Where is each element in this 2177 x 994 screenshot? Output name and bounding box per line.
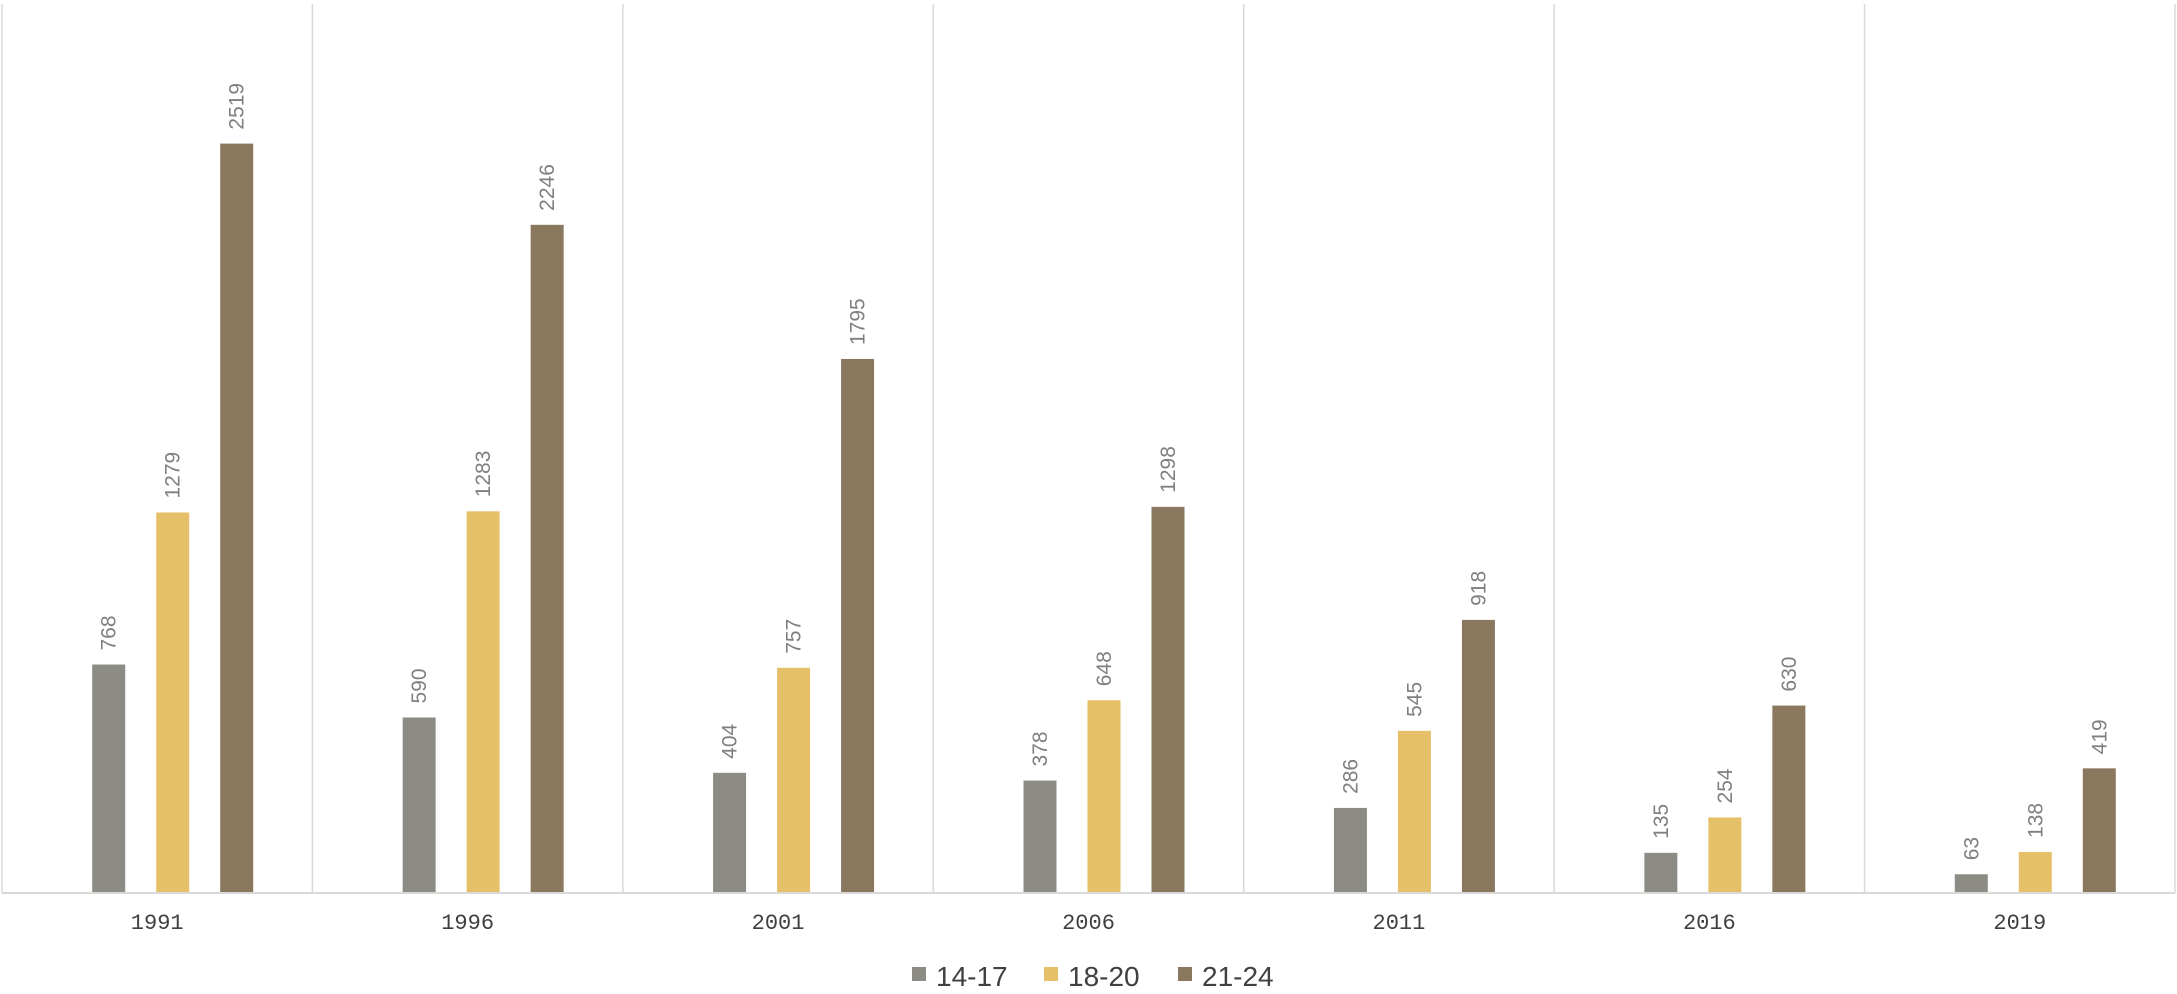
legend-label: 14-17 (936, 961, 1008, 992)
data-label: 648 (1093, 651, 1116, 686)
x-tick-label: 1996 (441, 911, 494, 936)
bar (1023, 780, 1057, 893)
bar (1397, 730, 1431, 893)
bar (1333, 807, 1367, 893)
data-label: 1298 (1157, 446, 1180, 493)
data-label: 1279 (162, 452, 185, 499)
category-separators (1, 4, 2176, 893)
x-tick-label: 2016 (1683, 911, 1736, 936)
legend-swatch (1044, 967, 1058, 981)
data-label: 135 (1650, 804, 1673, 839)
bar-series-group (92, 143, 2116, 893)
data-label: 2519 (226, 83, 249, 130)
data-label: 630 (1778, 657, 1801, 692)
data-label: 545 (1403, 682, 1426, 717)
data-label: 404 (719, 723, 742, 758)
legend-label: 18-20 (1068, 961, 1140, 992)
data-label: 254 (1714, 768, 1737, 803)
x-tick-label: 1991 (131, 911, 184, 936)
data-label: 378 (1029, 731, 1052, 766)
data-label: 1283 (472, 451, 495, 498)
data-label: 590 (408, 668, 431, 703)
bar (1087, 700, 1121, 893)
bar (1461, 619, 1495, 893)
bar (1708, 817, 1742, 893)
x-tick-labels: 1991 1996 2001 2006 2011 2016 2019 (131, 911, 2046, 936)
data-label: 419 (2088, 719, 2111, 754)
bar (92, 664, 126, 893)
legend-swatch (912, 967, 926, 981)
data-label: 757 (783, 619, 806, 654)
bar (1772, 705, 1806, 893)
data-label: 63 (1960, 837, 1983, 860)
data-label: 918 (1467, 571, 1490, 606)
data-label: 768 (98, 615, 121, 650)
bar (1954, 874, 1988, 893)
bar (1644, 852, 1678, 893)
bar (530, 224, 564, 893)
legend: 14-17 18-20 21-24 (912, 961, 1274, 992)
bar (220, 143, 254, 893)
bar (777, 667, 811, 893)
legend-swatch (1178, 967, 1192, 981)
data-labels-group: 768 590 404 378 286 135 63 1279 1283 757 648 545 254… (98, 83, 2112, 860)
x-tick-label: 2001 (752, 911, 805, 936)
bar (2082, 768, 2116, 893)
bar (466, 511, 500, 893)
bar (2018, 851, 2052, 893)
bar (402, 717, 436, 893)
bar (1151, 506, 1185, 893)
bar (713, 772, 747, 893)
data-label: 1795 (847, 298, 870, 345)
data-label: 138 (2024, 803, 2047, 838)
data-label: 286 (1339, 759, 1362, 794)
x-tick-label: 2006 (1062, 911, 1115, 936)
x-tick-label: 2011 (1373, 911, 1426, 936)
bar (156, 512, 190, 893)
legend-label: 21-24 (1202, 961, 1274, 992)
data-label: 2246 (536, 164, 559, 211)
bar (841, 358, 875, 893)
x-tick-label: 2019 (1993, 911, 2046, 936)
